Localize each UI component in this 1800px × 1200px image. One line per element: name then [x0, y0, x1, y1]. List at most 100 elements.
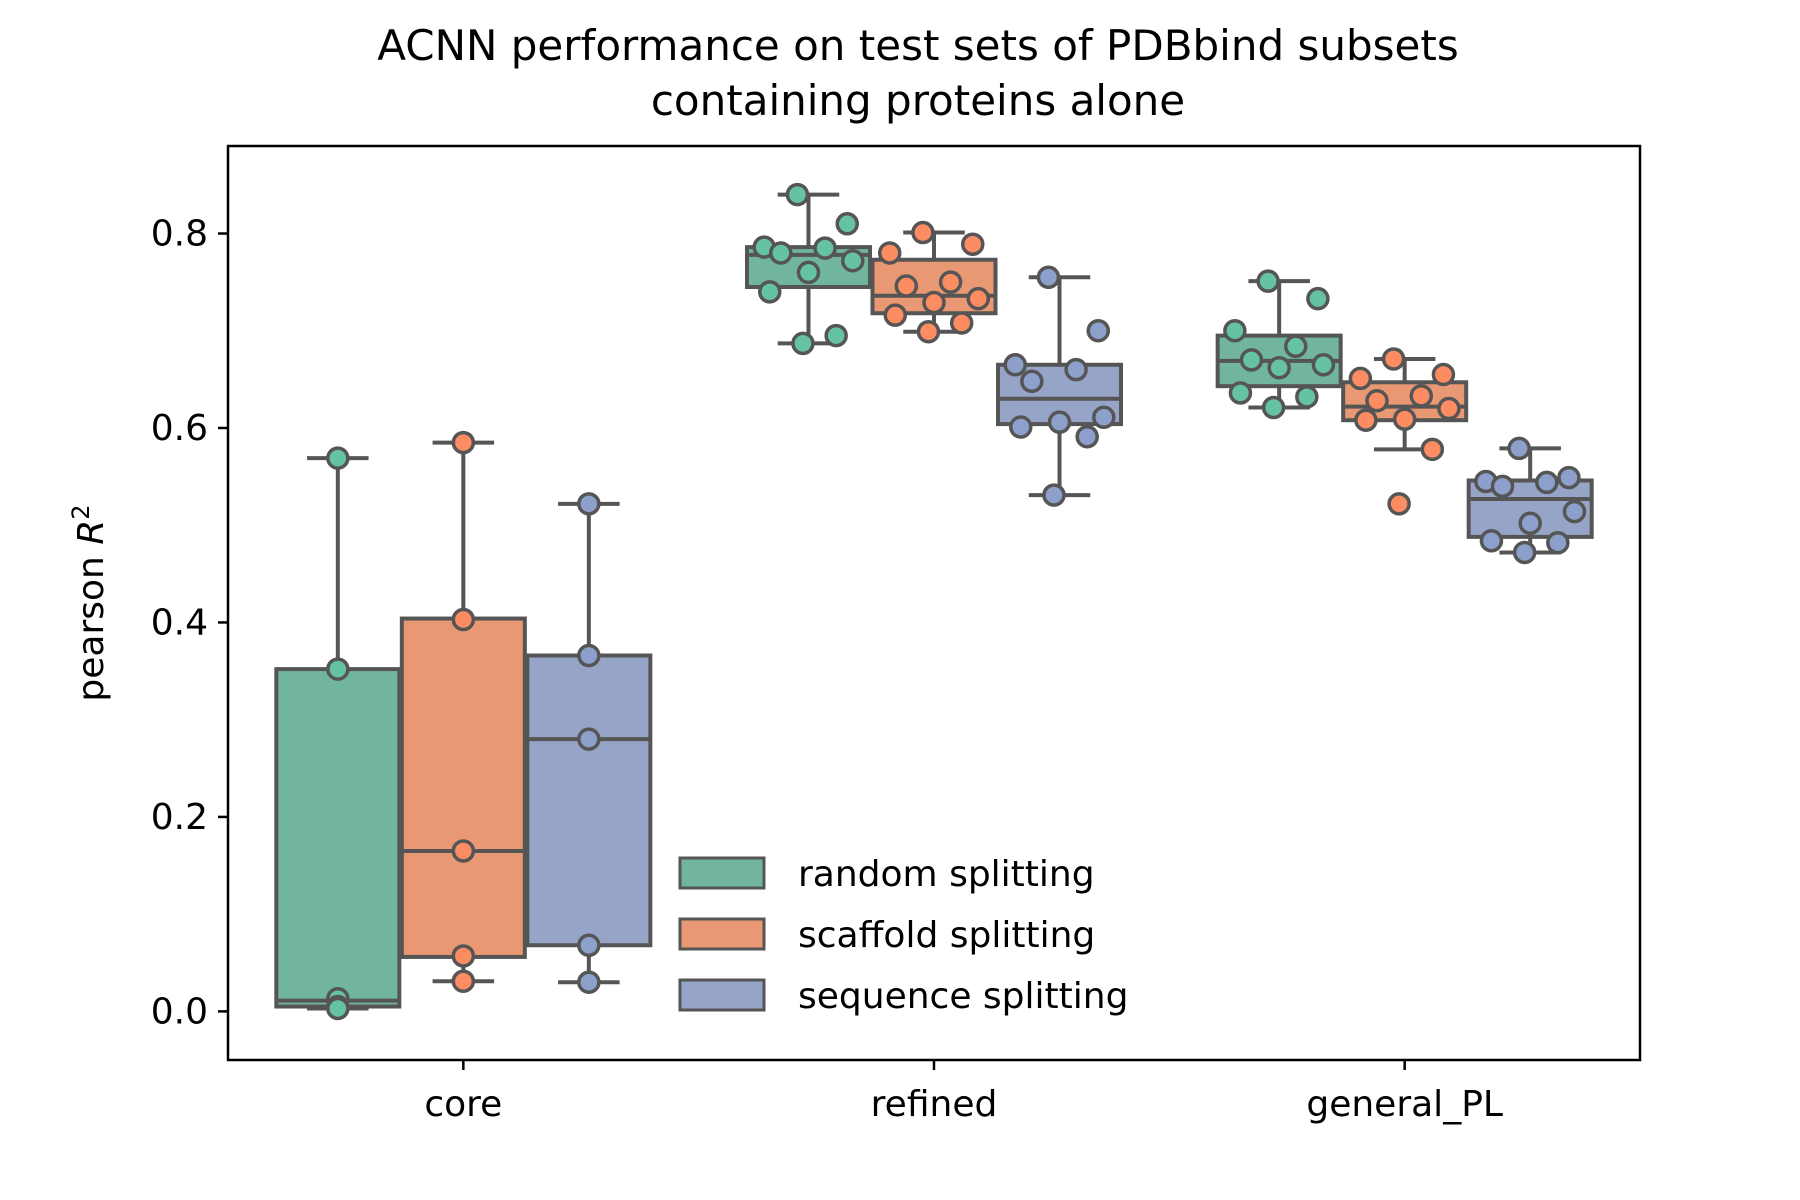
box-group [274, 446, 402, 1021]
data-point [1535, 470, 1559, 495]
x-tick-label: general_PL [1306, 1084, 1503, 1125]
y-axis-label-variable: R [71, 520, 112, 545]
legend-label: random splitting [798, 854, 1095, 895]
data-point [966, 286, 991, 311]
data-point [326, 996, 350, 1021]
data-point [1507, 436, 1531, 461]
data-point [1092, 405, 1116, 430]
data-point [894, 274, 919, 298]
legend-label: scaffold splitting [798, 915, 1095, 956]
y-axis-label-superscript: 2 [67, 504, 95, 519]
y-tick-label: 0.8 [151, 214, 208, 255]
box [399, 616, 527, 959]
data-point [1228, 381, 1253, 405]
data-point [451, 944, 476, 968]
legend-swatch [678, 978, 766, 1012]
data-point [1365, 389, 1389, 413]
data-point [1409, 384, 1434, 408]
data-point [1348, 366, 1373, 391]
data-point [577, 727, 601, 751]
box-group [399, 430, 527, 993]
data-point [949, 311, 974, 335]
data-point [577, 970, 601, 994]
data-point [577, 643, 601, 668]
data-point [1042, 483, 1066, 507]
data-point [769, 241, 793, 265]
legend-swatch [678, 917, 766, 951]
x-axis: core refined general_PL [424, 1060, 1503, 1125]
data-point [877, 241, 902, 265]
data-point [1479, 529, 1504, 553]
box-group [1466, 436, 1594, 565]
data-point [1256, 269, 1280, 293]
data-point [835, 212, 859, 236]
data-point [1431, 362, 1456, 387]
data-point [883, 303, 908, 327]
data-point [1387, 492, 1411, 516]
data-point [813, 236, 837, 260]
data-point [796, 260, 821, 285]
data-point [757, 280, 782, 304]
data-point [1546, 530, 1570, 555]
data-point [1437, 396, 1461, 421]
data-point [1392, 407, 1417, 431]
data-point [1020, 369, 1044, 394]
box-group [1341, 347, 1469, 516]
data-point [1009, 415, 1033, 439]
data-point [841, 248, 865, 273]
data-point [1047, 410, 1072, 434]
data-point [451, 430, 476, 455]
data-point [1557, 465, 1581, 490]
data-point [451, 839, 476, 863]
data-point [1512, 540, 1537, 565]
box [525, 653, 653, 948]
data-point [1239, 348, 1264, 372]
data-point [451, 607, 476, 632]
data-point [1086, 318, 1111, 343]
box-group [744, 182, 872, 356]
data-point [1261, 395, 1286, 420]
data-point [791, 331, 815, 356]
data-point [916, 319, 941, 344]
box [274, 667, 402, 1009]
data-point [1306, 286, 1330, 311]
data-point [922, 290, 946, 315]
data-point [960, 232, 985, 256]
data-point [911, 220, 935, 245]
data-point [1267, 355, 1291, 380]
x-tick-label: core [424, 1084, 502, 1125]
y-axis-label: pearson R2 [67, 504, 112, 701]
data-point [1003, 353, 1027, 377]
data-point [1311, 353, 1336, 377]
y-axis: 0.0 0.2 0.4 0.6 0.8 [151, 214, 228, 1032]
data-point [1223, 318, 1247, 343]
box-group [1215, 269, 1343, 420]
data-point [1075, 424, 1099, 449]
data-point [1354, 408, 1378, 432]
chart-title-line-1: ACNN performance on test sets of PDBbind… [377, 21, 1458, 70]
data-point [451, 969, 476, 993]
data-point [326, 446, 350, 470]
legend-label: sequence splitting [798, 976, 1128, 1017]
data-point [1381, 347, 1406, 371]
data-point [1420, 437, 1445, 462]
data-point [577, 933, 601, 958]
y-axis-label-main: pearson [71, 545, 112, 702]
legend-swatch [678, 856, 766, 890]
data-point [785, 182, 810, 207]
data-point [1490, 474, 1515, 499]
data-point [577, 492, 601, 516]
data-point [326, 657, 350, 681]
plot-area [274, 182, 1594, 1021]
legend: random splitting scaffold splitting sequen… [678, 854, 1128, 1017]
data-point [1562, 499, 1587, 524]
data-point [1518, 511, 1542, 536]
y-tick-label: 0.0 [151, 991, 208, 1032]
data-point [938, 270, 963, 294]
chart-title-line-2: containing proteins alone [651, 76, 1185, 125]
data-point [1295, 385, 1319, 409]
y-tick-label: 0.2 [151, 797, 208, 838]
x-tick-label: refined [871, 1084, 998, 1125]
y-tick-label: 0.4 [151, 602, 208, 643]
